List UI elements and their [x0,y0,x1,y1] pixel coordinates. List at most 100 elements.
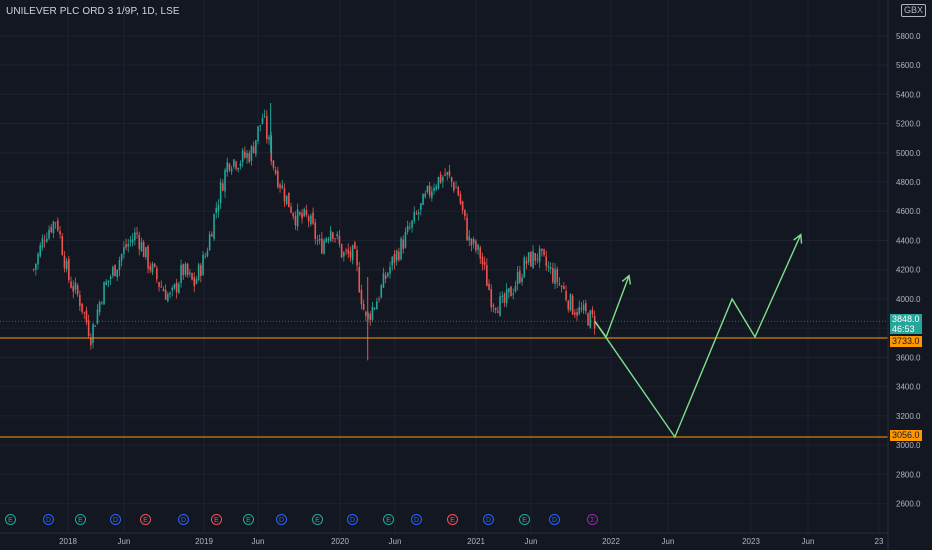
earnings-event-icon[interactable]: E [140,514,151,525]
candle-body [325,238,328,242]
candle-body [140,242,143,251]
candle-body [576,312,578,316]
candle-body [39,245,42,257]
time-axis[interactable]: 2018 Jun 2019 Jun 2020 Jun 2021 Jun 2022 Jun 2023 J… [59,537,884,546]
dividend-event-icon[interactable]: D [276,514,287,525]
candle-body [494,308,497,311]
earnings-event-icon[interactable]: E [243,514,254,525]
candle-body [283,188,286,202]
candle-body [479,247,482,259]
candle-body [512,293,515,295]
candle-body [116,269,119,278]
candle-body [85,310,88,323]
candle-body [569,294,572,311]
candle-body [195,278,198,284]
candle-body [358,267,361,293]
time-tick-label: Jun [802,537,815,546]
earnings-event-icon[interactable]: E [75,514,86,525]
split-event-icon[interactable]: Σ [587,514,598,525]
current-price-label: 3848.0 46:53 [890,314,922,334]
time-tick-label: 2021 [467,537,485,546]
current-price-value: 3848.0 [892,314,920,324]
candle-body [68,258,70,280]
candle-body [497,311,499,313]
dividend-event-icon[interactable]: D [411,514,422,525]
earnings-event-icon[interactable]: E [5,514,16,525]
candle-body [160,286,163,288]
time-tick-label: 2018 [59,537,77,546]
candle-body [127,244,130,247]
candle-body [156,268,158,280]
projection-path[interactable] [594,234,802,439]
candle-body [94,325,97,327]
candle-body [541,248,543,251]
candle-body [525,260,528,264]
candle-body [252,146,255,154]
candle-body [182,264,185,276]
candle-body [486,264,488,287]
earnings-event-icon[interactable]: E [312,514,323,525]
candle-body [538,248,541,263]
candle-body [332,232,334,239]
candle-body [70,281,72,288]
candle-body [173,284,176,289]
candle-body [281,185,284,189]
candle-body [138,234,141,249]
dividend-event-icon[interactable]: D [43,514,54,525]
dividend-event-icon[interactable]: D [178,514,189,525]
earnings-event-icon[interactable]: E [383,514,394,525]
candle-body [272,160,275,168]
candle-body [395,250,398,261]
dividend-event-icon[interactable]: D [549,514,560,525]
candle-body [105,281,108,285]
candle-body [532,251,534,268]
earnings-event-icon[interactable]: E [519,514,530,525]
dividend-event-icon[interactable]: D [110,514,121,525]
candle-body [35,263,37,270]
earnings-event-icon[interactable]: E [447,514,458,525]
projection-arrowhead [793,233,803,244]
candle-body [571,295,574,315]
price-tick-label: 2600.0 [896,500,921,509]
price-tick-label: 4000.0 [896,295,921,304]
currency-badge[interactable]: GBX [901,4,927,17]
candle-body [437,176,440,189]
candle-body [301,212,303,219]
candle-body [268,137,270,140]
candle-body [167,294,169,301]
candle-body [76,285,79,295]
candle-body [226,162,229,172]
candle-body [431,191,433,199]
candle-body [63,255,66,269]
candle-body [217,204,220,211]
candle-body [492,304,495,307]
candle-body [228,163,231,171]
candle-body [483,261,486,265]
candle-body [312,212,314,224]
time-tick-label: Jun [525,537,538,546]
dividend-event-icon[interactable]: D [483,514,494,525]
candle-body [162,288,165,292]
candle-body [336,233,339,237]
candle-body [129,240,132,242]
dividend-event-icon[interactable]: D [347,514,358,525]
candle-body [371,306,374,320]
earnings-event-icon[interactable]: E [211,514,222,525]
candle-body [52,221,55,234]
candle-body [204,256,207,258]
candle-body [461,201,464,211]
candle-body [580,308,583,310]
price-tick-label: 2800.0 [896,470,921,479]
candle-body [149,266,152,271]
candle-body [464,209,466,217]
candle-body [120,254,123,261]
candle-body [191,273,193,280]
candle-body [323,240,325,254]
price-tick-label: 4600.0 [896,207,921,216]
candle-body [406,225,409,232]
candle-body [446,172,449,175]
candle-body [292,212,295,217]
candle-body [48,229,50,239]
candle-body [453,182,455,191]
